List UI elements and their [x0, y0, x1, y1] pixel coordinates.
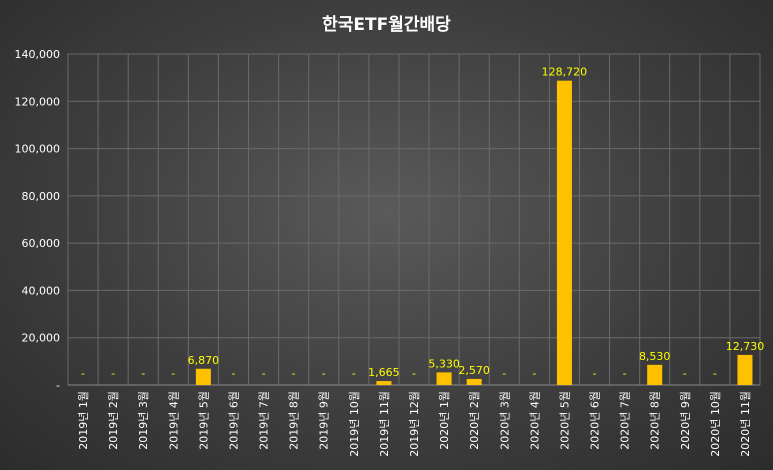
- y-tick-label: -: [56, 379, 60, 392]
- x-tick-label: 2019년 5월: [197, 391, 210, 450]
- bar: [737, 354, 753, 385]
- y-tick-label: 140,000: [15, 48, 61, 61]
- bar: [466, 378, 482, 385]
- data-label: 12,730: [726, 340, 765, 353]
- chart-title: 한국ETF월간배당: [322, 15, 451, 35]
- y-tick-label: 40,000: [22, 284, 61, 297]
- y-tick-label: 80,000: [22, 190, 61, 203]
- y-tick-label: 100,000: [15, 143, 61, 156]
- data-label: 2,570: [458, 364, 490, 377]
- x-tick-label: 2019년 11월: [378, 391, 391, 457]
- data-label: -: [593, 367, 597, 380]
- data-label: -: [713, 367, 717, 380]
- data-label: -: [262, 367, 266, 380]
- data-label: -: [171, 367, 175, 380]
- bar: [436, 372, 452, 385]
- data-label: -: [111, 367, 115, 380]
- y-tick-label: 20,000: [22, 332, 61, 345]
- x-tick-label: 2019년 3월: [137, 391, 150, 450]
- x-tick-label: 2020년 6월: [589, 391, 602, 450]
- x-tick-label: 2020년 11월: [739, 391, 752, 457]
- x-tick-label: 2020년 10월: [709, 391, 722, 457]
- y-tick-label: 120,000: [15, 95, 61, 108]
- x-tick-label: 2019년 2월: [107, 391, 120, 450]
- data-label: -: [412, 367, 416, 380]
- x-tick-label: 2020년 8월: [649, 391, 662, 450]
- x-tick-label: 2020년 4월: [528, 391, 541, 450]
- data-label: -: [81, 367, 85, 380]
- x-tick-label: 2020년 1월: [438, 391, 451, 450]
- data-label: -: [292, 367, 296, 380]
- x-tick-label: 2020년 3월: [498, 391, 511, 450]
- x-tick-label: 2019년 7월: [258, 391, 271, 450]
- x-tick-label: 2020년 7월: [619, 391, 632, 450]
- bar-layer: [195, 80, 753, 386]
- x-tick-label: 2019년 10월: [348, 391, 361, 457]
- data-label: 128,720: [542, 66, 588, 79]
- bar: [647, 364, 663, 385]
- bar: [195, 368, 211, 385]
- x-tick-label: 2020년 2월: [468, 391, 481, 450]
- data-label: -: [322, 367, 326, 380]
- data-label: -: [502, 367, 506, 380]
- data-label: 8,530: [639, 350, 671, 363]
- data-label: -: [683, 367, 687, 380]
- data-label: -: [141, 367, 145, 380]
- x-tick-label: 2020년 5월: [558, 391, 571, 450]
- x-tick-label: 2020년 9월: [679, 391, 692, 450]
- data-label: 6,870: [188, 354, 220, 367]
- x-tick-label: 2019년 9월: [318, 391, 331, 450]
- x-tick-label: 2019년 1월: [77, 391, 90, 450]
- data-label: -: [352, 367, 356, 380]
- x-tick-label: 2019년 4월: [167, 391, 180, 450]
- grid-layer: [67, 53, 761, 386]
- data-label: -: [532, 367, 536, 380]
- x-tick-label: 2019년 8월: [288, 391, 301, 450]
- y-axis-ticks: - 20,000 40,000 60,000 80,000 100,000 120,000 1…: [15, 48, 61, 392]
- data-label: -: [231, 367, 235, 380]
- y-tick-label: 60,000: [22, 237, 61, 250]
- data-label: 5,330: [428, 357, 460, 370]
- x-axis-ticks: 2019년 1월 2019년 2월 2019년 3월 2019년 4월 2019년 5월…: [77, 391, 752, 457]
- bar: [556, 80, 572, 386]
- bar: [376, 381, 392, 385]
- data-label: -: [623, 367, 627, 380]
- x-tick-label: 2019년 12월: [408, 391, 421, 457]
- x-tick-label: 2019년 6월: [227, 391, 240, 450]
- data-label: 1,665: [368, 366, 400, 379]
